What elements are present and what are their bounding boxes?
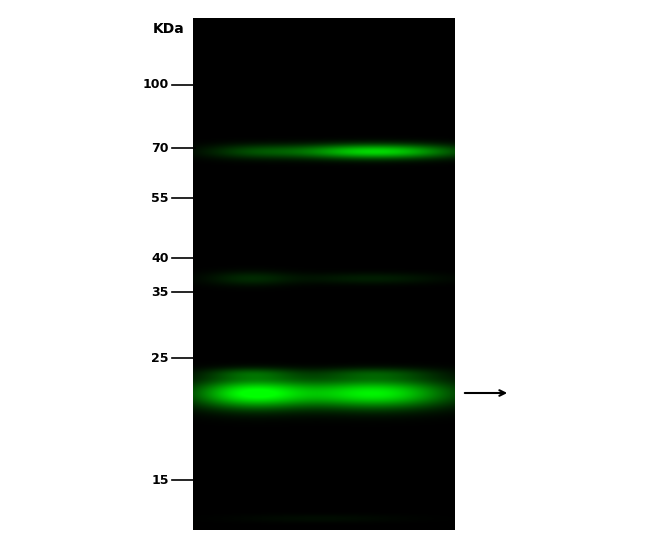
Text: 55: 55 <box>151 192 169 205</box>
Text: 15: 15 <box>151 473 169 487</box>
Text: 35: 35 <box>151 286 169 299</box>
Text: 40: 40 <box>151 251 169 264</box>
Bar <box>193 18 455 530</box>
Text: KDa: KDa <box>153 22 185 36</box>
Text: 100: 100 <box>143 79 169 92</box>
Text: A: A <box>261 22 274 40</box>
Text: 70: 70 <box>151 142 169 155</box>
Text: B: B <box>368 22 380 40</box>
Text: 25: 25 <box>151 351 169 364</box>
